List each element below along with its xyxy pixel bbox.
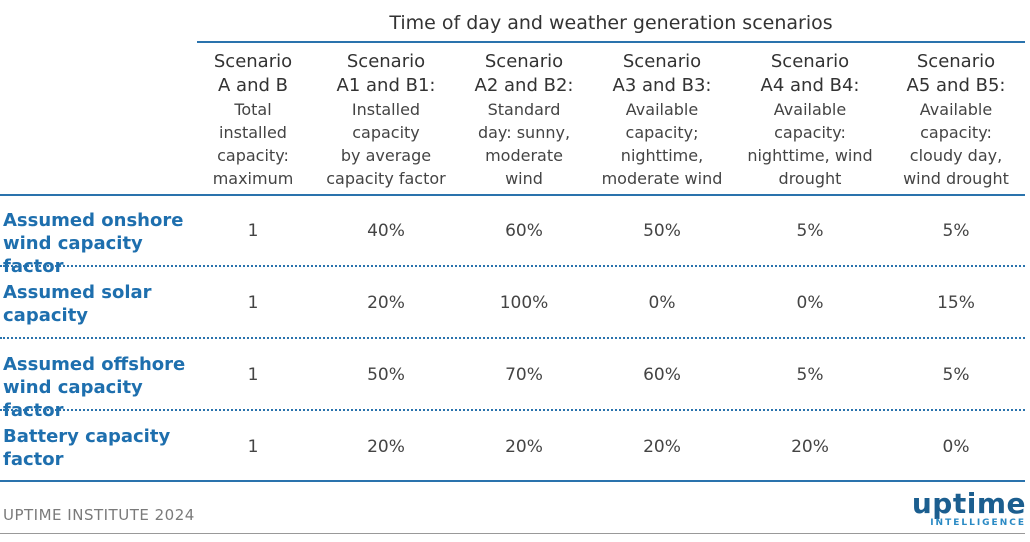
uptime-logo: uptime INTELLIGENCE <box>912 490 1026 529</box>
table-cell: 20% <box>367 437 405 457</box>
table-cell: 70% <box>505 365 543 385</box>
column-header: Scenario A5 and B5: Available capacity: clou… <box>891 50 1021 192</box>
row-label-line: Assumed offshore <box>3 354 186 375</box>
column-header-description: capacity: <box>774 123 846 142</box>
row-label-line: Assumed solar <box>3 282 152 303</box>
table-cell: 15% <box>937 293 975 313</box>
column-header-description: moderate wind <box>601 169 723 188</box>
table-cell: 40% <box>367 221 405 241</box>
column-header-title: A5 and B5: <box>906 75 1006 96</box>
column-header-description: cloudy day, <box>909 146 1003 165</box>
column-header-title: A and B <box>218 75 288 96</box>
column-header-description: by average <box>340 146 432 165</box>
logo-wordmark: uptime <box>911 487 1026 520</box>
column-header-title: Scenario <box>346 51 426 72</box>
table-bottom-rule <box>0 480 1025 482</box>
table-cell: 20% <box>791 437 829 457</box>
table-cell: 1 <box>247 437 259 457</box>
column-header-description: capacity; <box>625 123 699 142</box>
table-cell: 100% <box>499 293 549 313</box>
column-header-description: drought <box>778 169 842 188</box>
column-header-description: Installed <box>351 100 421 119</box>
row-divider <box>0 337 1025 339</box>
column-header-title: Scenario <box>916 51 996 72</box>
column-header-title: A3 and B3: <box>612 75 712 96</box>
logo-subtitle: INTELLIGENCE <box>930 518 1026 528</box>
column-header-description: capacity <box>352 123 420 142</box>
column-header-description: Available <box>919 100 993 119</box>
column-header-title: Scenario <box>484 51 564 72</box>
table-cell: 50% <box>367 365 405 385</box>
column-header: Scenario A4 and B4: Available capacity: nigh… <box>735 50 885 192</box>
column-header-description: wind drought <box>903 169 1009 188</box>
table-cell: 0% <box>648 293 676 313</box>
table-cell: 20% <box>505 437 543 457</box>
row-label: Assumed offshore wind capacity factor <box>3 353 198 422</box>
table-cell: 5% <box>796 221 824 241</box>
table-super-title: Time of day and weather generation scena… <box>389 12 833 34</box>
column-header-description: day: sunny, <box>477 123 571 142</box>
column-header-title: Scenario <box>770 51 850 72</box>
row-label-line: wind capacity factor <box>3 233 143 277</box>
source-label: UPTIME INSTITUTE 2024 <box>3 506 195 524</box>
row-label-line: Assumed onshore <box>3 210 184 231</box>
table-cell: 60% <box>505 221 543 241</box>
column-header-description: Available <box>773 100 847 119</box>
table-cell: 1 <box>247 365 259 385</box>
row-label-line: factor <box>3 449 64 470</box>
column-header: Scenario A3 and B3: Available capacity; nigh… <box>594 50 730 192</box>
column-header-description: Available <box>625 100 699 119</box>
table-cell: 1 <box>247 221 259 241</box>
header-bottom-rule <box>0 194 1025 196</box>
column-header-title: A2 and B2: <box>474 75 574 96</box>
table-cell: 20% <box>367 293 405 313</box>
row-label: Assumed onshore wind capacity factor <box>3 209 198 278</box>
column-header: Scenario A2 and B2: Standard day: sunny, mod… <box>464 50 584 192</box>
column-header-description: capacity factor <box>326 169 446 188</box>
row-label: Battery capacity factor <box>3 425 198 471</box>
row-label-line: wind capacity factor <box>3 377 143 421</box>
table-cell: 50% <box>643 221 681 241</box>
row-label: Assumed solar capacity <box>3 281 198 327</box>
page-bottom-rule <box>0 533 1025 534</box>
column-header-description: maximum <box>212 169 294 188</box>
table-cell: 20% <box>643 437 681 457</box>
column-header: Scenario A1 and B1: Installed capacity by av… <box>316 50 456 192</box>
row-label-line: Battery capacity <box>3 426 171 447</box>
table-cell: 0% <box>942 437 970 457</box>
table-cell: 5% <box>942 221 970 241</box>
column-header-description: Total <box>234 100 272 119</box>
table-cell: 60% <box>643 365 681 385</box>
column-header-title: A4 and B4: <box>760 75 860 96</box>
column-header-description: nighttime, wind <box>747 146 873 165</box>
column-header-description: moderate <box>485 146 563 165</box>
row-divider <box>0 409 1025 411</box>
row-divider <box>0 265 1025 267</box>
table-cell: 5% <box>942 365 970 385</box>
super-title-rule <box>197 41 1025 43</box>
column-header-description: wind <box>505 169 543 188</box>
row-label-line: capacity <box>3 305 89 326</box>
column-header-description: capacity: <box>920 123 992 142</box>
column-header-title: Scenario <box>622 51 702 72</box>
column-header-description: Standard <box>487 100 561 119</box>
column-header-description: capacity: <box>217 146 289 165</box>
column-header: Scenario A and B Total installed capacity: ma… <box>198 50 308 192</box>
column-header-title: Scenario <box>213 51 293 72</box>
column-header-description: installed <box>219 123 287 142</box>
column-header-title: A1 and B1: <box>336 75 436 96</box>
table-cell: 0% <box>796 293 824 313</box>
table-cell: 1 <box>247 293 259 313</box>
column-header-description: nighttime, <box>620 146 704 165</box>
table-cell: 5% <box>796 365 824 385</box>
